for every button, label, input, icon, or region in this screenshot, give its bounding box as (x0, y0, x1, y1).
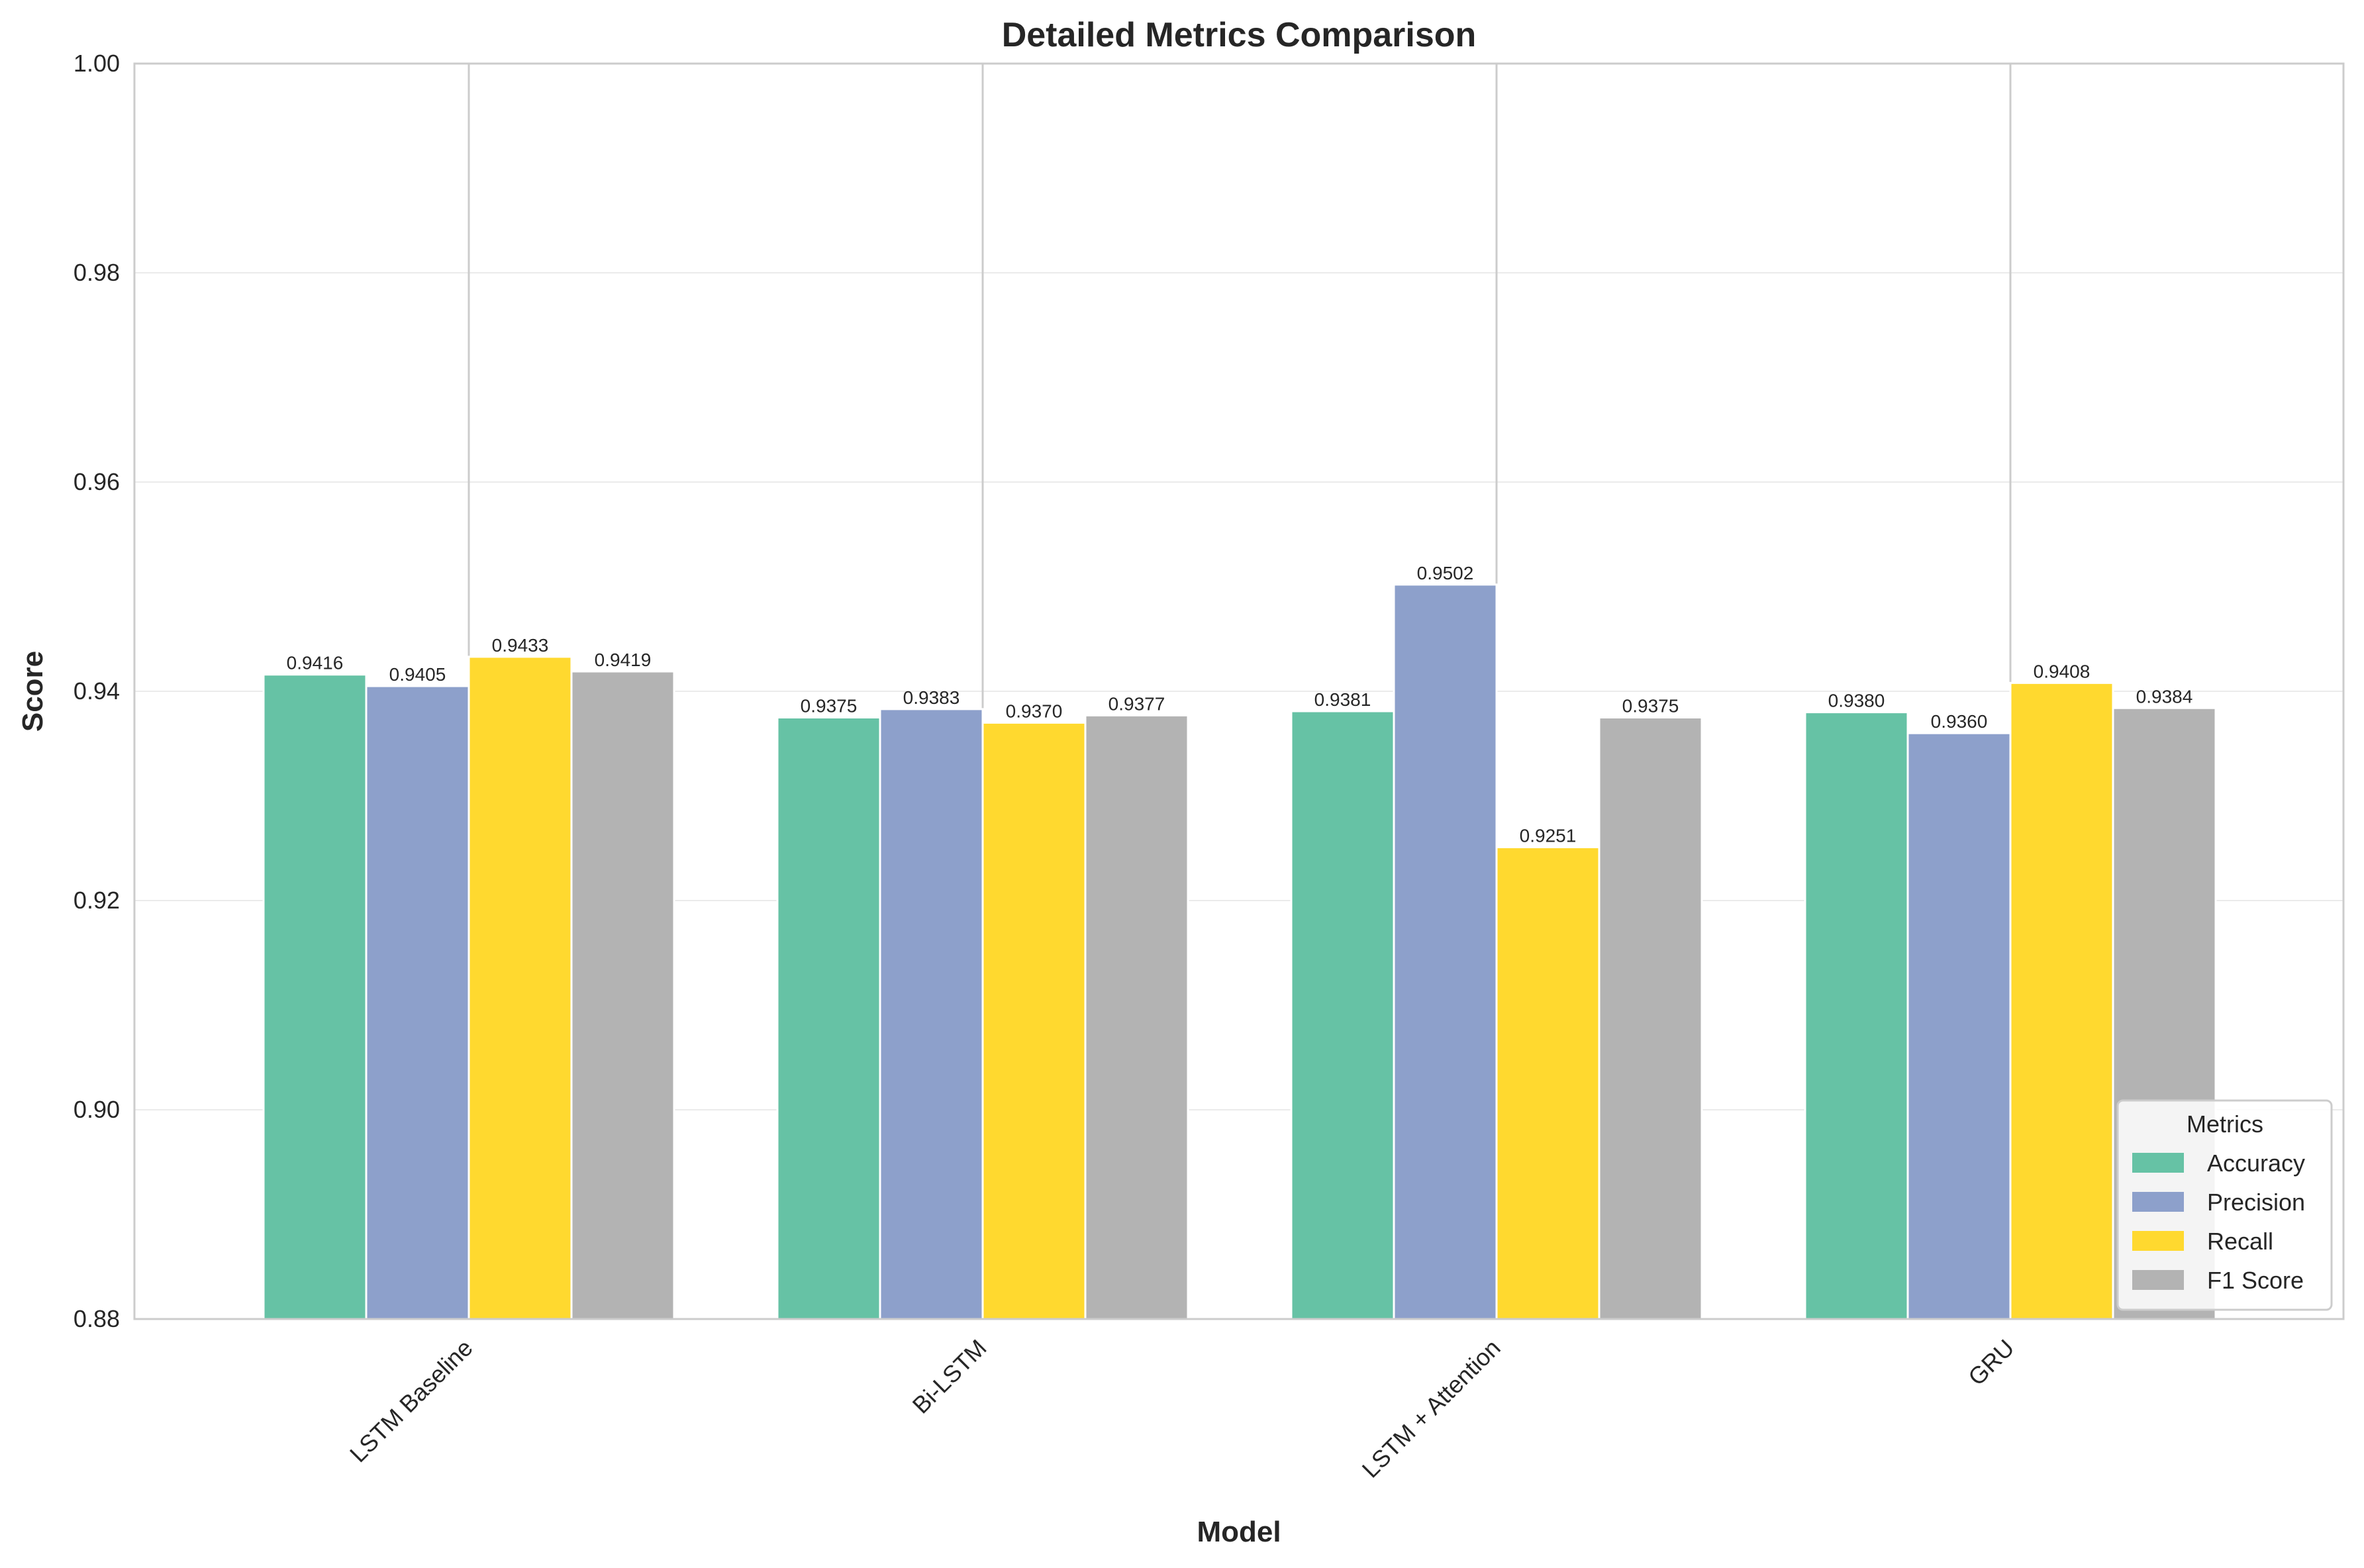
bar-value-label: 0.9408 (2034, 661, 2091, 681)
y-tick-label: 0.94 (74, 677, 120, 705)
bar-precision (879, 708, 984, 1320)
bar-f1-score (1598, 716, 1703, 1320)
y-tick-label: 0.90 (74, 1096, 120, 1123)
bar-recall (981, 721, 1087, 1320)
x-tick-label: LSTM Baseline (344, 1334, 478, 1468)
legend-label: Recall (2207, 1228, 2273, 1255)
bar-value-label: 0.9502 (1417, 563, 1474, 583)
bar-accuracy (1804, 711, 1909, 1320)
bar-value-label: 0.9377 (1108, 693, 1165, 714)
plot-frame (133, 62, 2345, 1320)
bar-value-label: 0.9405 (389, 664, 446, 685)
chart-title: Detailed Metrics Comparison (1002, 16, 1477, 54)
bar-recall (1495, 846, 1601, 1320)
y-tick-label: 0.88 (74, 1305, 120, 1332)
legend: Metrics Accuracy Precision Recall F1 Score (2116, 1099, 2333, 1311)
y-tick-label: 1.00 (74, 50, 120, 77)
bar-value-label: 0.9416 (287, 653, 344, 673)
y-tick-label: 0.92 (74, 887, 120, 914)
x-axis-title: Model (1197, 1516, 1281, 1548)
legend-label: F1 Score (2207, 1267, 2304, 1294)
bar-accuracy (1290, 710, 1395, 1320)
bar-value-label: 0.9360 (1931, 711, 1988, 732)
data-labels: 0.9416 0.9375 0.9381 0.9380 0.9405 0.9383 0.95… (287, 563, 2193, 846)
bar-value-label: 0.9383 (903, 687, 960, 708)
legend-label: Precision (2207, 1189, 2305, 1216)
legend-swatch (2132, 1270, 2184, 1290)
bar-value-label: 0.9375 (1622, 696, 1679, 716)
legend-title: Metrics (2187, 1110, 2263, 1138)
bar-value-label: 0.9381 (1314, 689, 1371, 710)
bar-value-label: 0.9380 (1828, 691, 1885, 711)
x-tick-label: LSTM + Attention (1357, 1334, 1506, 1483)
bar-accuracy (776, 716, 881, 1320)
x-tick-labels: LSTM Baseline Bi-LSTM LSTM + Attention GRU (344, 1334, 2020, 1483)
x-tick-label: Bi-LSTM (907, 1334, 992, 1419)
x-tick-label: GRU (1963, 1334, 2020, 1391)
bar-precision (1906, 732, 2012, 1320)
bar-value-label: 0.9370 (1006, 701, 1063, 721)
bar-recall (468, 656, 573, 1320)
y-axis-title: Score (17, 651, 49, 732)
legend-swatch (2132, 1192, 2184, 1212)
bar-recall (2009, 681, 2114, 1320)
bar-value-label: 0.9384 (2136, 686, 2193, 707)
legend-label: Accuracy (2207, 1150, 2305, 1177)
y-tick-labels: 0.88 0.90 0.92 0.94 0.96 0.98 1.00 (74, 50, 120, 1332)
bar-value-label: 0.9419 (595, 650, 652, 670)
legend-swatch (2132, 1231, 2184, 1251)
bar-f1-score (570, 670, 675, 1320)
bar-precision (365, 685, 470, 1320)
bar-value-label: 0.9375 (801, 696, 858, 716)
bar-accuracy (262, 673, 368, 1320)
legend-swatch (2132, 1153, 2184, 1173)
bar-value-label: 0.9433 (492, 635, 549, 656)
y-tick-label: 0.98 (74, 259, 120, 286)
bar-value-label: 0.9251 (1520, 825, 1577, 846)
legend-items: Accuracy Precision Recall F1 Score (2132, 1150, 2305, 1294)
bars (262, 583, 2217, 1320)
bar-f1-score (1084, 714, 1189, 1320)
y-tick-label: 0.96 (74, 468, 120, 495)
bar-precision (1393, 583, 1498, 1320)
